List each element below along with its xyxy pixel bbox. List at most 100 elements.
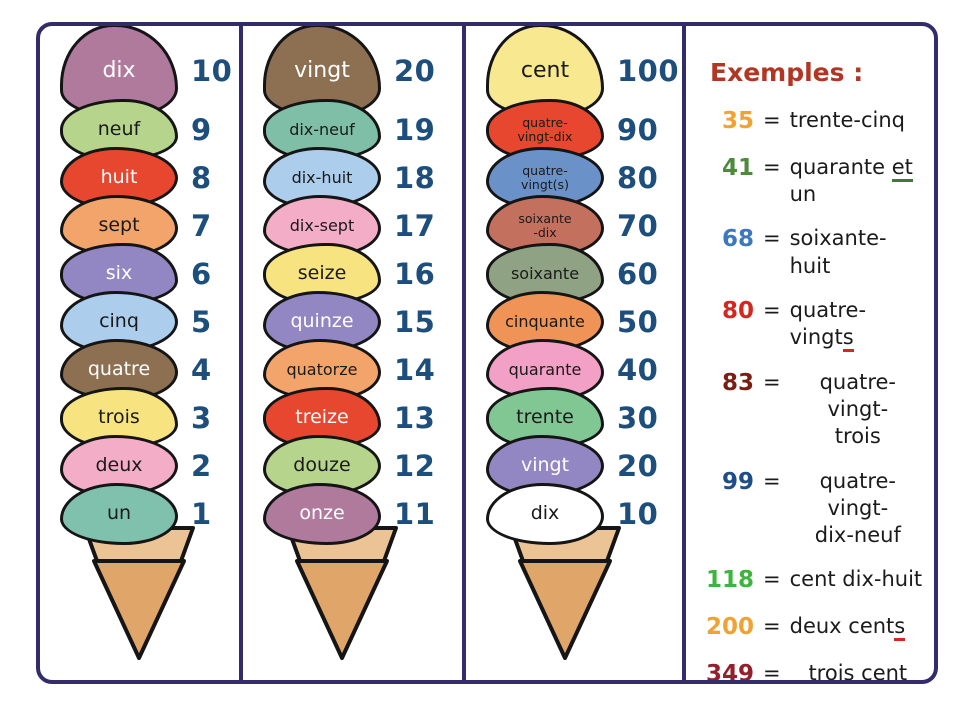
example-number: 41 [721,154,754,181]
scoop-row-70: soixante -dix 70 [486,195,682,257]
example-number: 99 [721,468,754,495]
scoop-row-17: dix-sept 17 [263,195,462,257]
scoop-row-13: treize 13 [263,387,462,449]
scoop-number: 4 [191,353,212,387]
scoop-label-line: quatre- [522,114,568,130]
scoop-un: un [60,483,178,545]
scoop-row-100: cent 100 [486,26,682,118]
equals-sign: = [763,226,781,251]
phrase-text: quatre-vingt [789,298,867,350]
scoop-number: 70 [617,209,659,243]
scoop-row-40: quarante 40 [486,339,682,401]
underlined-text: et [891,154,913,182]
panel-teens-11-20: vingt 20 dix-neuf 19 dix-huit 18 dix-sept 17 sei… [243,26,466,680]
scoop-number: 19 [394,113,436,147]
scoop-onze: onze [263,483,381,545]
ice-cream-stack-tens: cent 100 quatre-vingt-dix 90 quatre-vingt(s)… [466,26,682,666]
scoop-number: 100 [617,54,680,88]
scoop-number: 8 [191,161,212,195]
example-item-83: 83 = quatre-vingt-trois [698,369,926,451]
scoop-row-14: quatorze 14 [263,339,462,401]
scoop-number: 10 [191,54,233,88]
example-number: 80 [721,298,754,325]
phrase-text: un [789,182,817,207]
equals-sign: = [763,108,781,132]
underlined-text: s [842,325,854,353]
equals-sign: = [763,614,781,639]
scoop-number: 15 [394,305,436,339]
ice-cream-cone-icon [280,524,404,666]
example-item-80: 80 = quatre-vingts [698,297,926,353]
ice-cream-cone-icon [503,524,627,666]
example-item-68: 68 = soixante-huit [698,225,926,280]
scoop-row-50: cinquante 50 [486,291,682,353]
ice-cream-stack-teens: vingt 20 dix-neuf 19 dix-huit 18 dix-sept 17 sei… [243,26,462,666]
scoop-dix-huit: dix-huit [263,147,381,209]
phrase-text: dix-neuf [814,523,901,548]
ice-cream-stack-units: dix 10 neuf 9 huit 8 sept 7 six 6 cinq 5 quatre 4 troi… [40,26,239,666]
example-phrase: deux cents [789,613,926,642]
scoop-label-line: soixante [518,210,572,226]
scoop-number: 7 [191,209,212,243]
scoop-number: 6 [191,257,212,291]
scoop-number: 14 [394,353,436,387]
phrase-text: quatre-vingt- [819,369,897,421]
equals-sign: = [763,369,781,394]
scoop-number: 90 [617,113,659,147]
scoop-row-2: deux 2 [60,435,239,497]
scoop-row-15: quinze 15 [263,291,462,353]
equals-sign: = [763,567,781,592]
phrase-text: deux cent [789,614,895,639]
scoop-number: 18 [394,161,436,195]
scoop-row-18: dix-huit 18 [263,147,462,209]
scoop-row-80: quatre-vingt(s) 80 [486,147,682,209]
scoop-row-10: dix 10 [60,26,239,118]
example-number: 118 [705,567,754,594]
example-phrase: trente-cinq [790,107,926,134]
example-item-349: 349 = trois centquarante-neuf [698,660,926,684]
examples-list: 35 = trente-cinq 41 = quarante et un 68 = soixan… [686,107,934,684]
scoop-label-line: vingt(s) [521,177,569,192]
scoop-row-10: dix 10 [486,483,682,545]
phrase-text: quatre-vingt- [819,468,897,520]
scoop-douze: douze [263,435,381,497]
example-item-99: 99 = quatre-vingt-dix-neuf [698,468,926,550]
scoop-number: 13 [394,401,436,435]
scoop-number: 11 [394,497,436,531]
phrase-text: cent dix-huit [789,567,923,592]
scoop-dix: dix [486,483,604,545]
example-item-118: 118 = cent dix-huit [698,566,926,596]
scoop-number: 3 [191,401,212,435]
scoop-vingt: vingt [486,435,604,497]
equals-sign: = [763,468,781,493]
scoop-row-30: trente 30 [486,387,682,449]
scoop-number: 1 [191,497,212,531]
phrase-text: soixante-huit [789,226,887,278]
scoop-row-19: dix-neuf 19 [263,99,462,161]
scoop-row-6: six 6 [60,243,239,305]
example-number: 200 [705,614,754,641]
poster-card: dix 10 neuf 9 huit 8 sept 7 six 6 cinq 5 quatre 4 troi… [36,22,938,684]
example-phrase: cent dix-huit [790,566,926,593]
scoop-row-3: trois 3 [60,387,239,449]
scoop-row-1: un 1 [60,483,239,545]
scoop-number: 9 [191,113,212,147]
phrase-text: trente-cinq [789,108,905,132]
scoop-number: 60 [617,257,659,291]
scoop-row-5: cinq 5 [60,291,239,353]
scoop-row-11: onze 11 [263,483,462,545]
example-phrase: quatre-vingt-dix-neuf [790,468,926,550]
scoop-row-8: huit 8 [60,147,239,209]
scoop-number: 17 [394,209,436,243]
example-phrase: quarante et un [790,154,926,209]
phrase-text: trois cent [808,661,908,684]
scoop-row-20: vingt 20 [486,435,682,497]
scoop-number: 20 [394,54,436,88]
ice-cream-cone-icon [77,524,201,666]
scoop-cinq: cinq [60,291,178,353]
phrase-text: quarante [789,154,892,179]
scoop-row-9: neuf 9 [60,99,239,161]
example-phrase: quatre-vingt-trois [790,369,926,451]
panel-examples: Exemples : 35 = trente-cinq 41 = quarante et … [686,26,934,680]
example-number: 349 [705,661,754,684]
